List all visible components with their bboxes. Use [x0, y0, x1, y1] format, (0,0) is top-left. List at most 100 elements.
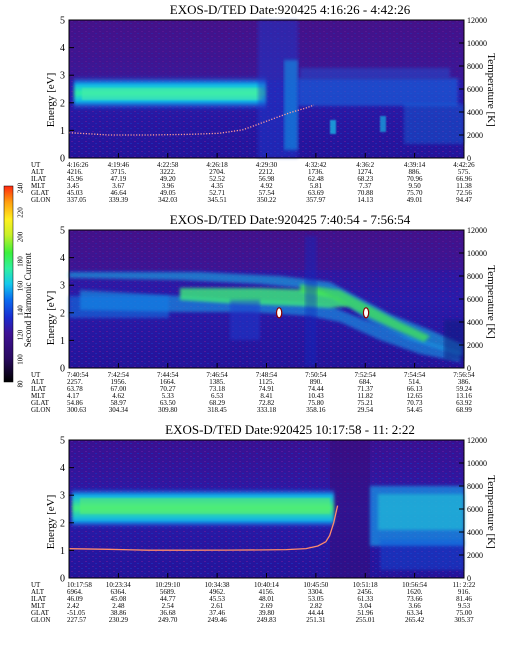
table-cell: 70.27: [160, 385, 176, 393]
table-row-label: GLON: [31, 196, 50, 204]
energy-tick-label: 0: [60, 154, 65, 165]
table-cell: 916.: [458, 588, 471, 596]
panel-1-energy-axis-label: Energy [eV]: [45, 73, 57, 127]
colorbar-tick-label: 80: [17, 380, 25, 388]
table-cell: 575.: [458, 168, 471, 176]
panel-2-markers: [275, 307, 370, 319]
table-cell: 7:46:54: [206, 371, 228, 379]
temperature-tick-label: 8000: [467, 62, 483, 71]
table-cell: 63.50: [160, 399, 176, 407]
table-cell: 10.43: [308, 392, 324, 400]
table-cell: 68.99: [456, 406, 472, 414]
colorbar-tick-label: 240: [17, 182, 25, 193]
table-cell: 3.96: [162, 182, 175, 190]
table-cell: 1385.: [209, 378, 225, 386]
table-cell: 10:34:38: [205, 581, 230, 589]
table-cell: 684.: [359, 378, 372, 386]
table-cell: 46.64: [111, 189, 127, 197]
colorbar-gradient: [3, 185, 14, 383]
table-cell: 4216.: [67, 168, 83, 176]
temperature-tick-label: 6000: [467, 85, 483, 94]
energy-tick-label: 0: [60, 364, 65, 375]
table-cell: 45.03: [67, 189, 83, 197]
colorbar-tick-label: 220: [17, 207, 25, 218]
table-cell: 4962.: [209, 588, 225, 596]
energy-tick-label: 0: [60, 574, 65, 585]
table-cell: 4.35: [211, 182, 224, 190]
table-cell: 7:56:54: [453, 371, 475, 379]
table-cell: 52.52: [209, 175, 225, 183]
energy-tick-label: 2: [60, 98, 65, 109]
table-cell: 255.01: [356, 616, 376, 624]
energy-tick-label: 5: [60, 436, 65, 447]
table-cell: 4.92: [260, 182, 273, 190]
table-cell: 2456.: [357, 588, 373, 596]
table-cell: 3.04: [359, 602, 372, 610]
temperature-tick-label: 4000: [467, 318, 483, 327]
table-cell: 44.77: [160, 595, 176, 603]
temperature-tick-label: 0: [467, 364, 471, 373]
colorbar: 80 100 120 140 160 180 200 220 240 Second Harmon…: [3, 182, 33, 388]
table-row-label: ALT: [31, 168, 45, 176]
table-cell: 1620.: [407, 588, 423, 596]
data-marker: [275, 307, 283, 319]
table-cell: 7:42:54: [108, 371, 130, 379]
table-cell: 251.31: [306, 616, 326, 624]
energy-tick-label: 5: [60, 16, 65, 27]
table-cell: 265.42: [405, 616, 425, 624]
table-cell: 47.19: [111, 175, 127, 183]
panel-3-plot-area: [69, 440, 464, 578]
panel-1-axes: 0 1 2 3 4 5 0 2000 4000 6000 8000 10000 12000: [60, 16, 487, 165]
table-row-label: ILAT: [31, 595, 47, 603]
table-cell: 13.16: [456, 392, 472, 400]
table-cell: 4:32:42: [305, 161, 327, 169]
table-cell: 3304.: [308, 588, 324, 596]
table-cell: 12.65: [407, 392, 423, 400]
energy-tick-label: 1: [60, 126, 65, 137]
table-cell: 333.18: [257, 406, 277, 414]
table-cell: 7.37: [359, 182, 372, 190]
table-cell: 4:36:2: [356, 161, 374, 169]
table-cell: 37.46: [209, 609, 225, 617]
table-cell: 39.80: [259, 609, 275, 617]
table-cell: 305.37: [454, 616, 474, 624]
table-cell: 7:52:54: [355, 371, 377, 379]
table-cell: 72.82: [259, 399, 275, 407]
table-cell: 6.53: [211, 392, 224, 400]
table-cell: -51.05: [67, 609, 86, 617]
table-cell: 46.09: [67, 595, 83, 603]
table-cell: 10:51:18: [353, 581, 378, 589]
table-cell: 337.05: [67, 196, 87, 204]
table-cell: 75.70: [407, 189, 423, 197]
table-row-label: UT: [31, 581, 41, 589]
panel-1-title: EXOS-D/TED Date:920425 4:16:26 - 4:42:26: [170, 2, 411, 17]
temperature-tick-label: 8000: [467, 482, 483, 491]
table-cell: 45.53: [209, 595, 225, 603]
table-cell: 68.29: [209, 399, 225, 407]
table-cell: 3.67: [112, 182, 125, 190]
panel-2-title: EXOS-D/TED Date:920425 7:40:54 - 7:56:54: [170, 212, 411, 227]
panel-3-temperature-line: [68, 505, 339, 551]
table-row-label: ALT: [31, 588, 45, 596]
table-cell: 227.57: [67, 616, 87, 624]
table-cell: 4:29:30: [256, 161, 278, 169]
table-row-label: ILAT: [31, 385, 47, 393]
table-row-label: GLON: [31, 616, 50, 624]
panel-1-temperature-line: [68, 104, 315, 136]
table-cell: 48.01: [259, 595, 275, 603]
panel-2-energy-axis-label: Energy [eV]: [45, 291, 57, 345]
panel-2-temperature-axis-label: Temperature [K]: [485, 265, 497, 338]
energy-tick-label: 2: [60, 518, 65, 529]
table-cell: 11: 2:22: [453, 581, 476, 589]
table-cell: 70.96: [407, 175, 423, 183]
colorbar-tick-label: 160: [17, 280, 25, 291]
table-cell: 7:40:54: [67, 371, 89, 379]
table-cell: 2.82: [310, 602, 323, 610]
colorbar-tick-label: 100: [17, 354, 25, 365]
temperature-tick-label: 0: [467, 154, 471, 163]
table-cell: 7:48:54: [256, 371, 278, 379]
table-cell: 7:50:54: [305, 371, 327, 379]
table-cell: 2.48: [112, 602, 125, 610]
table-cell: 54.45: [407, 406, 423, 414]
